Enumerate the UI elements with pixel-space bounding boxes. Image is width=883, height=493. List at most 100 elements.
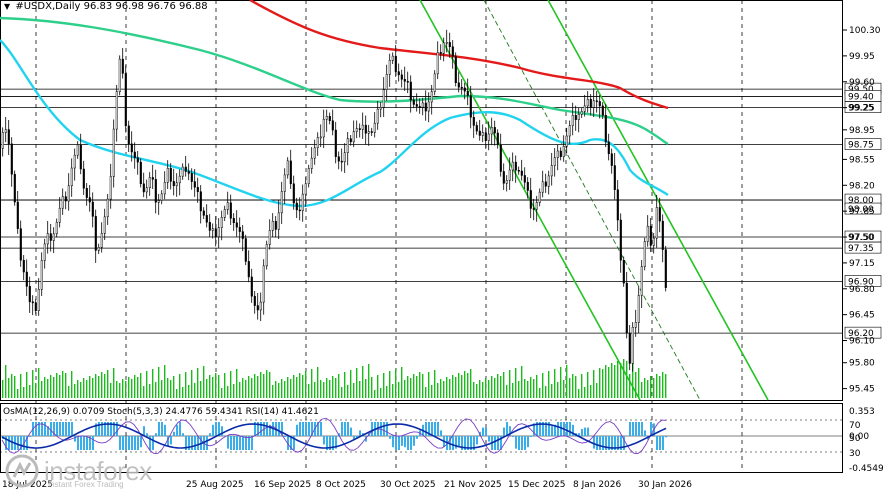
osma-bar — [128, 436, 130, 450]
volume-bar — [107, 370, 109, 398]
osma-bar — [566, 422, 568, 436]
volume-bar — [446, 377, 448, 398]
osma-bar — [290, 436, 292, 450]
osma-bar — [50, 422, 52, 436]
candle-body — [190, 173, 193, 182]
candle-body — [148, 177, 151, 188]
osma-bar — [320, 422, 322, 436]
candle-body — [253, 295, 256, 306]
volume-bar — [578, 389, 580, 398]
candle-body — [508, 169, 511, 181]
candle-body — [541, 181, 544, 193]
osma-bar — [467, 436, 469, 450]
volume-bar — [236, 369, 238, 398]
candle-body — [370, 131, 373, 133]
volume-bar — [533, 379, 535, 398]
osma-bar — [461, 436, 463, 450]
volume-bar — [620, 363, 622, 398]
osma-bar — [365, 436, 367, 442]
candle-body — [355, 128, 358, 132]
volume-bar — [149, 384, 151, 398]
osma-bar — [476, 436, 478, 445]
osma-bar — [254, 422, 256, 436]
osma-bar — [221, 426, 223, 436]
candle-body — [520, 170, 523, 176]
osma-bar — [191, 436, 193, 450]
candle-body — [658, 207, 661, 222]
osma-bar — [131, 436, 133, 450]
volume-bar — [515, 368, 517, 398]
candle-body — [208, 221, 211, 231]
candle-body — [79, 144, 82, 170]
osma-bar — [452, 436, 454, 450]
volume-bar — [641, 382, 643, 398]
candle-body — [298, 209, 301, 212]
volume-bar — [542, 373, 544, 398]
osma-bar — [512, 436, 514, 437]
candle-body — [142, 183, 145, 193]
volume-bar — [614, 365, 616, 398]
osma-bar — [194, 436, 196, 450]
candle-body — [310, 157, 313, 169]
osma-bar — [497, 436, 499, 450]
candle-body — [256, 305, 259, 311]
price-tick-label: 95.80 — [849, 359, 875, 369]
volume-bar — [518, 381, 520, 398]
candle-body — [565, 135, 568, 147]
volume-bar — [422, 374, 424, 398]
volume-bar — [521, 366, 523, 398]
osma-bar — [617, 436, 619, 450]
volume-bar — [71, 371, 73, 398]
volume-bar — [413, 374, 415, 398]
date-label: 30 Jan 2026 — [638, 480, 692, 490]
osma-bar — [266, 422, 268, 436]
osma-bar — [311, 422, 313, 436]
channel-upper-line — [547, 0, 769, 401]
dropdown-arrow-icon[interactable]: ▼ — [4, 2, 11, 11]
candle-body — [241, 231, 244, 239]
volume-bar — [152, 369, 154, 398]
candle-body — [496, 132, 499, 146]
volume-bar — [65, 373, 67, 398]
candle-body — [649, 225, 652, 246]
volume-bar — [365, 379, 367, 398]
candle-body — [550, 165, 553, 177]
volume-bar — [491, 376, 493, 398]
candle-body — [406, 81, 409, 83]
osma-bar — [83, 436, 85, 450]
osma-bar — [206, 436, 208, 450]
volume-bar — [584, 387, 586, 398]
logo-tagline: Instant Forex Trading — [48, 480, 124, 489]
osma-bar — [392, 436, 394, 448]
candle-body — [436, 52, 439, 75]
volume-bar — [209, 375, 211, 398]
stoch-label: Stoch(5,3,3) 24.4776 59.4341 — [107, 407, 243, 417]
candle-body — [568, 125, 571, 137]
candle-body — [211, 228, 214, 231]
volume-bar — [203, 366, 205, 398]
volume-bar — [251, 378, 253, 398]
candle-body — [175, 182, 178, 187]
indicator-tick-label: 0.00 — [849, 432, 869, 442]
candle-body — [232, 218, 235, 223]
volume-bar — [482, 382, 484, 398]
osma-bar — [161, 422, 163, 436]
volume-bar — [119, 383, 121, 398]
volume-bar — [638, 368, 640, 398]
price-tick-label: 99.25 — [849, 104, 875, 114]
volume-bar — [605, 365, 607, 398]
osma-bar — [545, 422, 547, 436]
candle-body — [628, 332, 631, 364]
osma-bar — [398, 436, 400, 450]
osma-bar — [569, 422, 571, 436]
channel-mid-line — [483, 0, 701, 401]
price-tick-label: 96.80 — [849, 285, 875, 295]
level-label: 98.00 — [848, 205, 874, 215]
candle-body — [163, 182, 166, 195]
candle-body — [634, 322, 637, 328]
volume-bar — [98, 376, 100, 398]
volume-bar — [221, 388, 223, 398]
candle-body — [280, 191, 283, 214]
volume-bar — [74, 384, 76, 398]
candles — [1, 29, 667, 372]
